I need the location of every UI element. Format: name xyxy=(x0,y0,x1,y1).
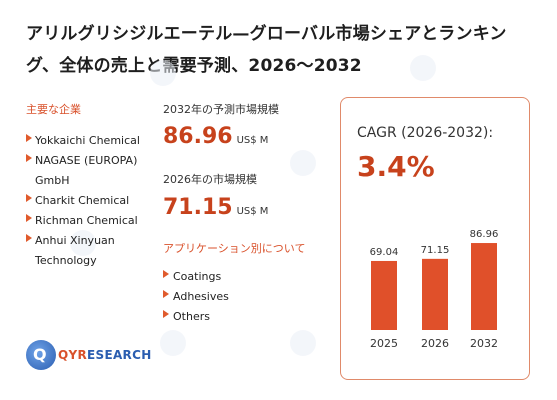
forecast-2032-label: 2032年の予測市場規模 xyxy=(163,103,279,116)
market-2026-label: 2026年の市場規模 xyxy=(163,173,257,186)
bullet-icon xyxy=(163,270,169,278)
bar-value-label: 69.04 xyxy=(370,247,399,258)
x-tick-label: 2026 xyxy=(421,337,449,350)
market-2026-unit: US$ M xyxy=(236,206,269,217)
cagr-value: 3.4% xyxy=(357,150,435,183)
watermark-logo-icon xyxy=(290,150,316,176)
company-item: Anhui Xinyuan Technology xyxy=(26,231,156,271)
watermark-logo-icon xyxy=(410,55,436,81)
x-tick-label: 2025 xyxy=(370,337,398,350)
company-name: Richman Chemical xyxy=(35,214,138,227)
application-name: Coatings xyxy=(173,270,222,283)
application-item: Adhesives xyxy=(163,287,229,307)
market-2026-number: 71.15 xyxy=(163,195,233,220)
bar-2026 xyxy=(422,258,448,330)
watermark-logo-icon xyxy=(290,330,316,356)
company-name: Anhui Xinyuan Technology xyxy=(35,234,115,267)
company-item: Charkit Chemical xyxy=(26,191,156,211)
company-name: NAGASE (EUROPA) GmbH xyxy=(35,154,138,187)
application-item: Coatings xyxy=(163,267,229,287)
forecast-2032-value: 86.96 US$ M xyxy=(163,124,268,149)
company-name: Yokkaichi Chemical xyxy=(35,134,140,147)
bar-value-label: 71.15 xyxy=(421,245,450,256)
application-item: Others xyxy=(163,307,229,327)
companies-label: 主要な企業 xyxy=(26,103,81,116)
logo-globe-icon xyxy=(26,340,56,370)
bullet-icon xyxy=(26,134,32,142)
watermark-logo-icon xyxy=(150,60,176,86)
market-2026-value: 71.15 US$ M xyxy=(163,195,268,220)
cagr-card: CAGR (2026-2032): 3.4% 69.04 2025 71.15 202… xyxy=(340,97,530,380)
applications-list: Coatings Adhesives Others xyxy=(163,267,229,327)
company-name: Charkit Chemical xyxy=(35,194,130,207)
watermark xyxy=(290,330,319,356)
qyresearch-logo: Q QYRESEARCH xyxy=(26,336,151,376)
bar-value-label: 86.96 xyxy=(470,229,499,240)
bar-2032 xyxy=(471,243,497,330)
logo-text-highlight: QYR xyxy=(58,348,88,362)
page-title: アリルグリシジルエーテル—グローバル市場シェアとランキング、全体の売上と需要予測… xyxy=(26,24,507,76)
companies-list: Yokkaichi Chemical NAGASE (EUROPA) GmbH … xyxy=(26,131,156,271)
company-item: Yokkaichi Chemical xyxy=(26,131,156,151)
watermark xyxy=(150,60,179,86)
cagr-label: CAGR (2026-2032): xyxy=(357,125,494,141)
watermark-logo-icon xyxy=(70,230,96,256)
watermark-logo-icon xyxy=(160,330,186,356)
bullet-icon xyxy=(26,154,32,162)
logo-mark: Q xyxy=(33,345,47,364)
x-tick-label: 2032 xyxy=(470,337,498,350)
logo-text-rest: ESEARCH xyxy=(87,348,152,362)
watermark xyxy=(290,150,319,176)
application-name: Adhesives xyxy=(173,290,229,303)
applications-label: アプリケーション別について xyxy=(163,242,306,255)
watermark xyxy=(410,55,439,81)
forecast-2032-number: 86.96 xyxy=(163,124,233,149)
application-name: Others xyxy=(173,310,210,323)
watermark xyxy=(70,230,99,256)
bullet-icon xyxy=(26,214,32,222)
bar-2025 xyxy=(371,260,397,330)
bullet-icon xyxy=(163,290,169,298)
bar-chart: 69.04 2025 71.15 2026 86.96 2032 xyxy=(370,229,499,350)
company-item: NAGASE (EUROPA) GmbH xyxy=(26,151,156,191)
logo-text: QYRESEARCH xyxy=(58,348,152,362)
watermark xyxy=(160,330,189,356)
forecast-2032-unit: US$ M xyxy=(236,135,269,146)
bullet-icon xyxy=(26,194,32,202)
company-item: Richman Chemical xyxy=(26,211,156,231)
bullet-icon xyxy=(163,310,169,318)
bullet-icon xyxy=(26,234,32,242)
